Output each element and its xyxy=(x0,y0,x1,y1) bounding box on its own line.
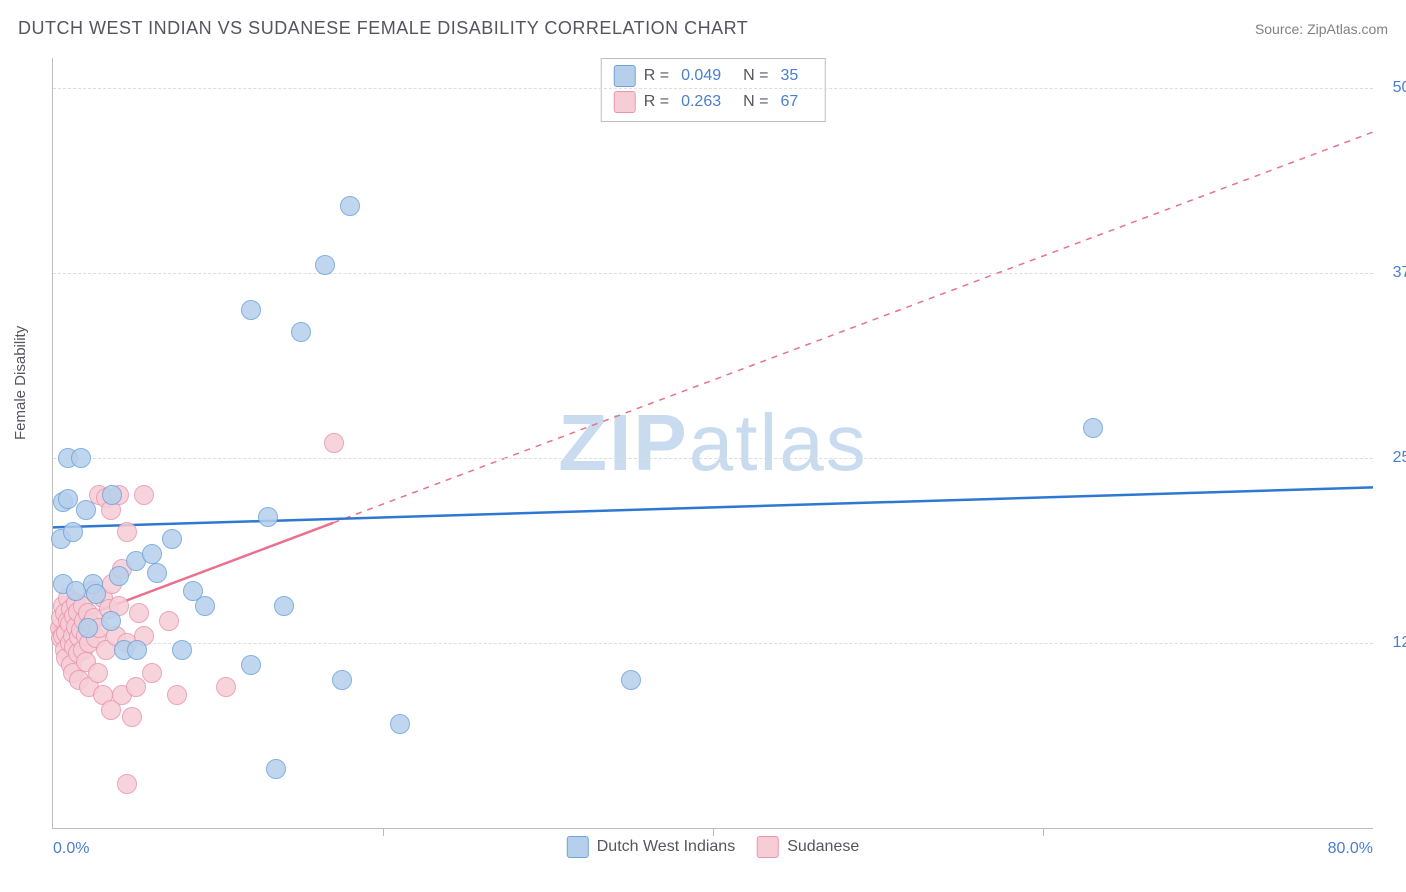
y-gridline xyxy=(53,643,1373,644)
y-tick-label: 50.0% xyxy=(1378,79,1406,97)
x-tick xyxy=(713,828,714,836)
plot-area: ZIPatlas R = 0.049 N = 35 R = 0.263 N = … xyxy=(52,58,1373,829)
blue-point xyxy=(195,596,215,616)
r-label-blue: R = xyxy=(644,63,669,89)
trendline-dashed xyxy=(334,132,1374,523)
source-attribution: Source: ZipAtlas.com xyxy=(1255,21,1388,37)
blue-point xyxy=(291,322,311,342)
x-tick-label-max: 80.0% xyxy=(1328,840,1373,858)
source-label: Source: xyxy=(1255,21,1303,37)
blue-point xyxy=(78,618,98,638)
pink-point xyxy=(117,522,137,542)
legend-stats-row-blue: R = 0.049 N = 35 xyxy=(614,63,813,89)
pink-point xyxy=(324,433,344,453)
r-label-pink: R = xyxy=(644,89,669,115)
swatch-pink-icon xyxy=(757,836,779,858)
blue-point xyxy=(621,670,641,690)
pink-point xyxy=(88,663,108,683)
blue-point xyxy=(315,255,335,275)
pink-point xyxy=(117,774,137,794)
x-tick xyxy=(1043,828,1044,836)
n-value-pink: 67 xyxy=(780,89,798,115)
blue-point xyxy=(127,640,147,660)
blue-point xyxy=(274,596,294,616)
chart-title: DUTCH WEST INDIAN VS SUDANESE FEMALE DIS… xyxy=(18,18,748,39)
blue-point xyxy=(241,300,261,320)
n-label-pink: N = xyxy=(743,89,768,115)
blue-point xyxy=(172,640,192,660)
pink-point xyxy=(122,707,142,727)
legend-label-pink: Sudanese xyxy=(787,838,859,856)
x-tick xyxy=(383,828,384,836)
swatch-blue-icon xyxy=(614,65,636,87)
trendlines-layer xyxy=(53,58,1373,828)
r-value-blue: 0.049 xyxy=(681,63,721,89)
legend-series: Dutch West Indians Sudanese xyxy=(567,836,860,858)
blue-point xyxy=(142,544,162,564)
blue-point xyxy=(71,448,91,468)
trendline-solid xyxy=(53,487,1373,527)
y-gridline xyxy=(53,273,1373,274)
legend-item-blue: Dutch West Indians xyxy=(567,836,735,858)
n-value-blue: 35 xyxy=(780,63,798,89)
blue-point xyxy=(76,500,96,520)
pink-point xyxy=(134,485,154,505)
pink-point xyxy=(216,677,236,697)
swatch-blue-icon xyxy=(567,836,589,858)
x-tick-label-min: 0.0% xyxy=(53,840,89,858)
blue-point xyxy=(86,584,106,604)
blue-point xyxy=(162,529,182,549)
blue-point xyxy=(241,655,261,675)
pink-point xyxy=(129,603,149,623)
y-gridline xyxy=(53,88,1373,89)
n-label-blue: N = xyxy=(743,63,768,89)
pink-point xyxy=(159,611,179,631)
pink-point xyxy=(126,677,146,697)
y-axis-label: Female Disability xyxy=(12,326,29,440)
legend-stats: R = 0.049 N = 35 R = 0.263 N = 67 xyxy=(601,58,826,122)
blue-point xyxy=(102,485,122,505)
y-gridline xyxy=(53,458,1373,459)
pink-point xyxy=(167,685,187,705)
blue-point xyxy=(101,611,121,631)
pink-point xyxy=(142,663,162,683)
blue-point xyxy=(266,759,286,779)
source-link[interactable]: ZipAtlas.com xyxy=(1307,21,1388,37)
blue-point xyxy=(258,507,278,527)
blue-point xyxy=(340,196,360,216)
blue-point xyxy=(147,563,167,583)
y-tick-label: 37.5% xyxy=(1378,264,1406,282)
legend-item-pink: Sudanese xyxy=(757,836,859,858)
legend-label-blue: Dutch West Indians xyxy=(597,838,735,856)
blue-point xyxy=(1083,418,1103,438)
y-tick-label: 25.0% xyxy=(1378,449,1406,467)
legend-stats-row-pink: R = 0.263 N = 67 xyxy=(614,89,813,115)
blue-point xyxy=(390,714,410,734)
blue-point xyxy=(63,522,83,542)
blue-point xyxy=(109,566,129,586)
swatch-pink-icon xyxy=(614,91,636,113)
y-tick-label: 12.5% xyxy=(1378,634,1406,652)
r-value-pink: 0.263 xyxy=(681,89,721,115)
blue-point xyxy=(58,489,78,509)
blue-point xyxy=(332,670,352,690)
